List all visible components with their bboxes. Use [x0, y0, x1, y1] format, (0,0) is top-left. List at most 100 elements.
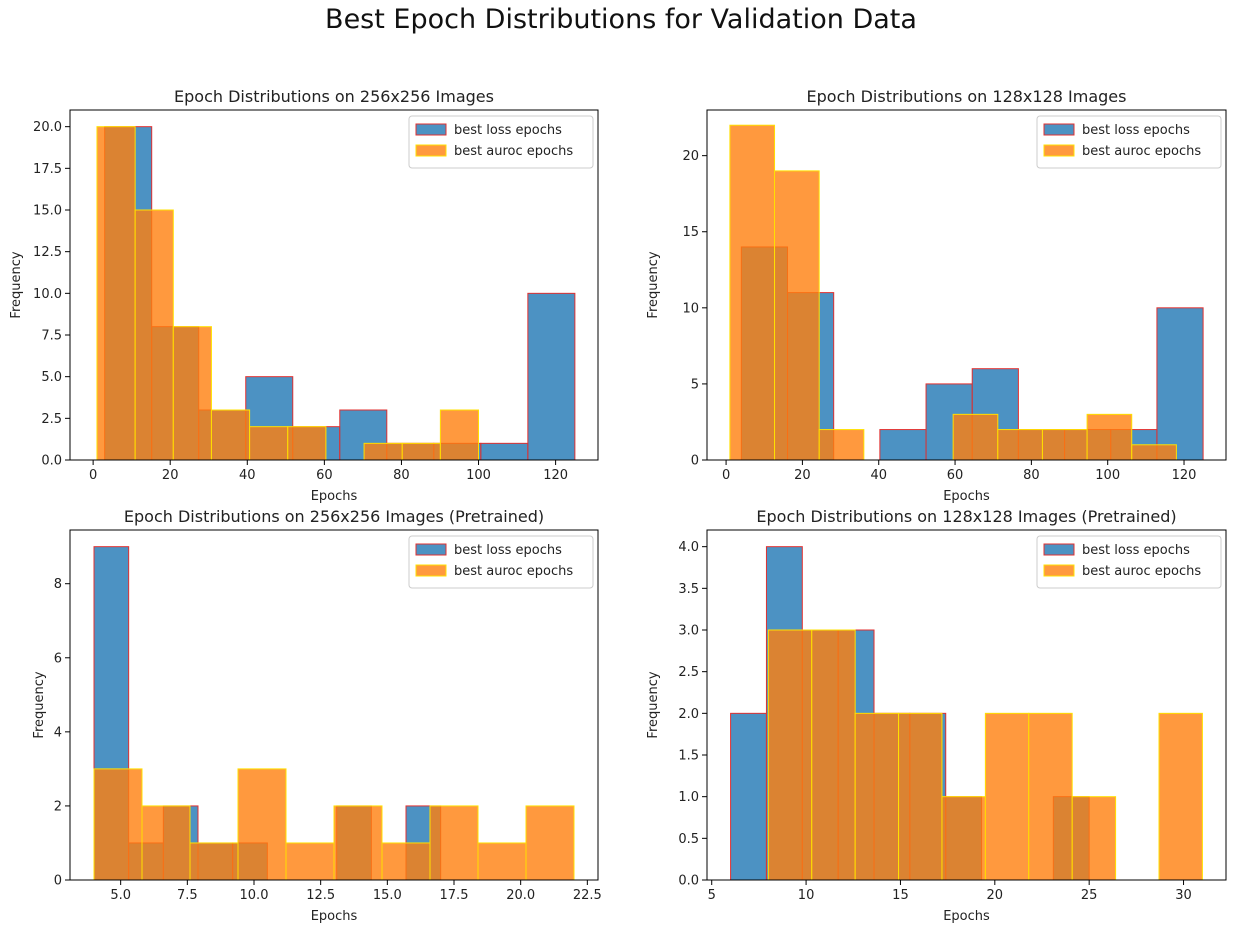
axes-frame: [706, 529, 1227, 881]
bar-auroc-7: [997, 429, 1043, 461]
bar-auroc-10: [1131, 444, 1177, 461]
axes-frame: [69, 529, 599, 881]
x-tick-label: 60: [316, 468, 333, 483]
bar-auroc-4: [898, 712, 943, 881]
bar-auroc-6: [984, 712, 1030, 881]
legend-swatch-auroc: [1043, 564, 1075, 577]
legend-swatch-loss: [415, 543, 447, 556]
x-tick-label: 25: [1081, 888, 1098, 903]
axes-frame: [706, 109, 1227, 461]
y-tick-label: 0.0: [678, 874, 699, 889]
legend-swatch-loss: [1043, 543, 1075, 556]
x-axis-label: Epochs: [311, 909, 358, 924]
chart-panel-4: 5 10 15 20 25 30 0.0 0.5 1.0 1.5 2.0 2.5 3.0 3.5 4.0 Ep…: [646, 507, 1227, 924]
y-axis-label: Frequency: [646, 671, 661, 738]
legend-box: [408, 535, 594, 589]
y-tick-label: 17.5: [33, 162, 62, 177]
x-tick-label: 20: [794, 468, 811, 483]
x-tick-label: 20.0: [506, 888, 535, 903]
x-tick-label: 17.5: [440, 888, 469, 903]
bar-auroc-10: [439, 409, 480, 461]
legend-swatch-loss: [1043, 123, 1075, 136]
legend-swatch-loss: [415, 123, 447, 136]
x-tick-label: 10.0: [240, 888, 269, 903]
y-tick-label: 0: [54, 874, 62, 889]
x-tick-label: 12.5: [306, 888, 335, 903]
y-tick-label: 3.5: [678, 582, 699, 597]
bar-auroc-3: [854, 712, 900, 881]
x-tick-label: 120: [1172, 468, 1197, 483]
x-tick-label: 30: [1175, 888, 1192, 903]
chart-panel-3: 5.0 7.5 10.0 12.5 15.0 17.5 20.0 22.5 0 2 4 6 8 Epoch…: [32, 507, 602, 924]
bar-loss-9: [480, 442, 529, 461]
x-axis-label: Epochs: [943, 909, 990, 924]
x-tick-label: 100: [1095, 468, 1120, 483]
x-tick-label: 0: [722, 468, 730, 483]
x-tick-label: 60: [947, 468, 964, 483]
bar-auroc-8: [1071, 796, 1117, 881]
chart-panel-1: 0 20 40 60 80 100 120 0.0 2.5 5.0 7.5 10.0 12.5 15.0 1…: [9, 87, 599, 504]
x-tick-label: 22.5: [573, 888, 602, 903]
bar-auroc-10: [525, 805, 575, 881]
x-tick-label: 20: [987, 888, 1004, 903]
y-tick-label: 4: [54, 725, 62, 740]
panel-title: Epoch Distributions on 256x256 Images (P…: [124, 507, 544, 526]
legend-label-loss: best loss epochs: [454, 543, 562, 558]
legend-label-loss: best loss epochs: [1082, 543, 1190, 558]
bar-auroc-8: [363, 442, 403, 461]
y-tick-label: 3.0: [678, 624, 699, 639]
legend-box: [408, 115, 594, 169]
panel-title: Epoch Distributions on 128x128 Images: [807, 87, 1127, 106]
legend: best loss epochs best auroc epochs: [408, 535, 594, 589]
y-tick-label: 5: [691, 377, 699, 392]
legend-label-auroc: best auroc epochs: [1082, 564, 1201, 579]
x-axis-label: Epochs: [943, 489, 990, 504]
bar-auroc-5: [249, 426, 289, 461]
bar-auroc-6: [333, 805, 383, 881]
y-tick-label: 10.0: [33, 287, 62, 302]
y-tick-label: 1.0: [678, 790, 699, 805]
bar-auroc-5: [941, 796, 986, 881]
y-tick-label: 15: [682, 225, 699, 240]
y-tick-label: 0.0: [41, 454, 62, 469]
y-tick-label: 1.5: [678, 749, 699, 764]
bar-auroc-3: [189, 842, 239, 881]
bar-auroc-2: [141, 805, 191, 881]
bar-auroc-8: [429, 805, 479, 881]
x-tick-label: 80: [1023, 468, 1040, 483]
panel-title: Epoch Distributions on 256x256 Images: [174, 87, 494, 106]
y-tick-label: 20: [682, 149, 699, 164]
legend-box: [1036, 535, 1222, 589]
bar-auroc-9: [401, 442, 441, 461]
bar-loss-10: [527, 292, 576, 461]
y-tick-label: 15.0: [33, 204, 62, 219]
legend-label-auroc: best auroc epochs: [454, 144, 573, 159]
y-tick-label: 2: [54, 799, 62, 814]
bar-auroc-1: [93, 768, 143, 881]
y-tick-label: 0: [691, 454, 699, 469]
x-tick-label: 7.5: [177, 888, 198, 903]
bar-auroc-7: [1028, 712, 1073, 881]
legend: best loss epochs best auroc epochs: [1036, 115, 1222, 169]
figure-title: Best Epoch Distributions for Validation …: [325, 4, 917, 35]
y-tick-label: 8: [54, 577, 62, 592]
y-tick-label: 6: [54, 651, 62, 666]
bar-auroc-10: [1158, 712, 1203, 881]
legend-swatch-auroc: [1043, 144, 1075, 157]
y-tick-label: 7.5: [41, 329, 62, 344]
x-tick-label: 100: [466, 468, 491, 483]
x-tick-label: 10: [798, 888, 815, 903]
y-tick-label: 2.0: [678, 707, 699, 722]
bar-auroc-8: [1041, 429, 1088, 461]
x-tick-label: 40: [239, 468, 256, 483]
panel-title: Epoch Distributions on 128x128 Images (P…: [756, 507, 1176, 526]
y-axis-label: Frequency: [646, 251, 661, 318]
y-tick-label: 12.5: [33, 245, 62, 260]
y-axis-label: Frequency: [9, 251, 24, 318]
legend: best loss epochs best auroc epochs: [408, 115, 594, 169]
x-axis-label: Epochs: [311, 489, 358, 504]
y-tick-label: 5.0: [41, 370, 62, 385]
bar-loss-10: [1156, 307, 1204, 461]
y-tick-label: 20.0: [33, 120, 62, 135]
